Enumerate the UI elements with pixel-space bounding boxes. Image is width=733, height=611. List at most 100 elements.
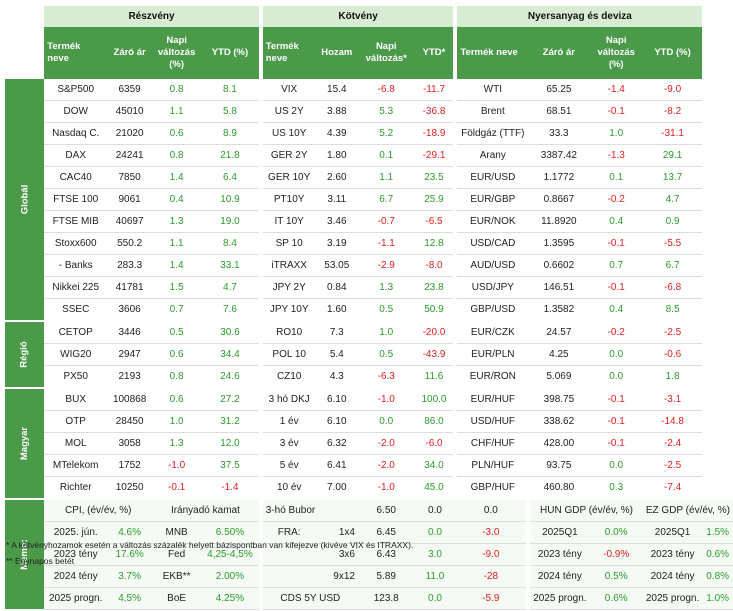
close-value: 21020 <box>107 122 153 145</box>
daily-change: 0.7 <box>589 254 643 277</box>
memo-value: 6.45 <box>357 521 415 544</box>
instrument-name: GER 10Y <box>260 166 316 189</box>
daily-change: 0.6 <box>152 122 202 145</box>
daily-change: 0.8 <box>152 365 202 389</box>
column-header-commodity: Termék neve <box>455 27 529 79</box>
instrument-name: DOW <box>44 100 108 123</box>
daily-change: 1.4 <box>152 254 202 277</box>
memo-label: BoE <box>152 587 202 610</box>
group-label: Régió <box>5 320 45 389</box>
daily-change: 6.7 <box>357 188 415 211</box>
ytd-change: 19.0 <box>201 210 263 233</box>
instrument-name: GBP/HUF <box>455 476 529 500</box>
close-value: 283.3 <box>107 254 153 277</box>
daily-change: 1.1 <box>357 166 415 189</box>
instrument-name: WIG20 <box>44 343 108 366</box>
table-row: FTSE 100 9061 0.4 10.9 PT10Y 3.11 6.7 25.9 EUR/G… <box>5 188 733 211</box>
daily-change: 1.3 <box>357 276 415 299</box>
daily-change: 1.5 <box>152 276 202 299</box>
close-value: 2193 <box>107 365 153 389</box>
ytd-change: 0.9 <box>642 210 703 233</box>
memo-value: 5.89 <box>357 565 415 588</box>
memo-label: 2024 tény <box>528 565 590 588</box>
column-header-equity: Termék neve <box>44 27 108 79</box>
memo-row: 2024 tény 3.7% EKB** 2.00% 9x12 5.89 11.0 -28 20… <box>5 565 733 588</box>
memo-value: 17.6% <box>107 543 153 566</box>
instrument-name: PX50 <box>44 365 108 389</box>
memo-label: 2025Q1 <box>642 521 703 544</box>
memo-label: EKB** <box>152 565 202 588</box>
instrument-name: GER 2Y <box>260 144 316 167</box>
group-label: Memo: <box>5 498 45 611</box>
memo-label: 3x6 <box>315 543 358 566</box>
table-row: PX50 2193 0.8 24.6 CZ10 4.3 -6.3 11.6 EUR/RON 5.0… <box>5 365 733 389</box>
instrument-name: SP 10 <box>260 232 316 255</box>
instrument-name: USD/CAD <box>455 232 529 255</box>
footnote-1: * A kötvényhozamok esetén a változás szá… <box>6 540 414 550</box>
instrument-name: Richter <box>44 476 108 500</box>
instrument-name: EUR/USD <box>455 166 529 189</box>
ytd-change: -8.0 <box>414 254 458 277</box>
close-value: 6.10 <box>315 410 358 433</box>
instrument-name: FTSE MIB <box>44 210 108 233</box>
column-header-bond: Napi változás* <box>357 27 415 79</box>
close-value: 3387.42 <box>528 144 590 167</box>
instrument-name: 10 év <box>260 476 316 500</box>
table-row: MTelekom 1752 -1.0 37.5 5 év 6.41 -2.0 34.0 PLN/… <box>5 454 733 477</box>
memo-header: CPI, (év/év, %) <box>44 498 153 522</box>
instrument-name: GBP/USD <box>455 298 529 322</box>
instrument-name: POL 10 <box>260 343 316 366</box>
daily-change: -0.1 <box>152 476 202 500</box>
ytd-change: -2.5 <box>642 320 703 344</box>
ytd-change: -1.4 <box>201 476 263 500</box>
ytd-change: -3.1 <box>642 387 703 411</box>
instrument-name: 5 év <box>260 454 316 477</box>
instrument-name: SSEC <box>44 298 108 322</box>
memo-value: 0.0 <box>414 521 456 544</box>
instrument-name: Földgáz (TTF) <box>455 122 529 145</box>
column-header-commodity: Záró ár <box>528 27 590 79</box>
ytd-change: 8.9 <box>201 122 263 145</box>
close-value: 7.3 <box>315 320 358 344</box>
daily-change: 1.0 <box>152 410 202 433</box>
ytd-change: -11.7 <box>414 79 458 101</box>
daily-change: 0.7 <box>152 298 202 322</box>
daily-change: 0.1 <box>589 166 643 189</box>
ytd-change: 25.9 <box>414 188 458 211</box>
ytd-change: 8.5 <box>642 298 703 322</box>
ytd-change: 6.7 <box>642 254 703 277</box>
footnote-2: ** Egynapos betét <box>6 556 75 566</box>
close-value: 428.00 <box>528 432 590 455</box>
ytd-change: -2.4 <box>642 432 703 455</box>
close-value: 3.88 <box>315 100 358 123</box>
close-value: 1752 <box>107 454 153 477</box>
daily-change: 5.3 <box>357 100 415 123</box>
close-value: 398.75 <box>528 387 590 411</box>
ytd-change: 45.0 <box>414 476 458 500</box>
memo-value: 4.6% <box>107 521 153 544</box>
ytd-change: 11.6 <box>414 365 458 389</box>
instrument-name: WTI <box>455 79 529 101</box>
ytd-change: 10.9 <box>201 188 263 211</box>
close-value: 4.39 <box>315 122 358 145</box>
daily-change: 0.6 <box>152 387 202 411</box>
instrument-name: EUR/NOK <box>455 210 529 233</box>
close-value: 33.3 <box>528 122 590 145</box>
daily-change: -1.0 <box>152 454 202 477</box>
memo-header: 0.0 <box>414 498 456 522</box>
daily-change: -6.3 <box>357 365 415 389</box>
daily-change: -1.0 <box>357 476 415 500</box>
memo-value: 1.0% <box>702 587 733 610</box>
ytd-change: 24.6 <box>201 365 263 389</box>
instrument-name: S&P500 <box>44 79 108 101</box>
table-row: DOW 45010 1.1 5.8 US 2Y 3.88 5.3 -36.8 Brent 68.5… <box>5 100 733 123</box>
instrument-name: CETOP <box>44 320 108 344</box>
memo-header: Irányadó kamat <box>152 498 263 522</box>
column-header-equity: YTD (%) <box>201 27 263 79</box>
daily-change: -1.1 <box>357 232 415 255</box>
close-value: 3606 <box>107 298 153 322</box>
table-row: FTSE MIB 40697 1.3 19.0 IT 10Y 3.46 -0.7 -6.5 EU… <box>5 210 733 233</box>
instrument-name: EUR/PLN <box>455 343 529 366</box>
close-value: 45010 <box>107 100 153 123</box>
memo-value: 1.5% <box>702 521 733 544</box>
